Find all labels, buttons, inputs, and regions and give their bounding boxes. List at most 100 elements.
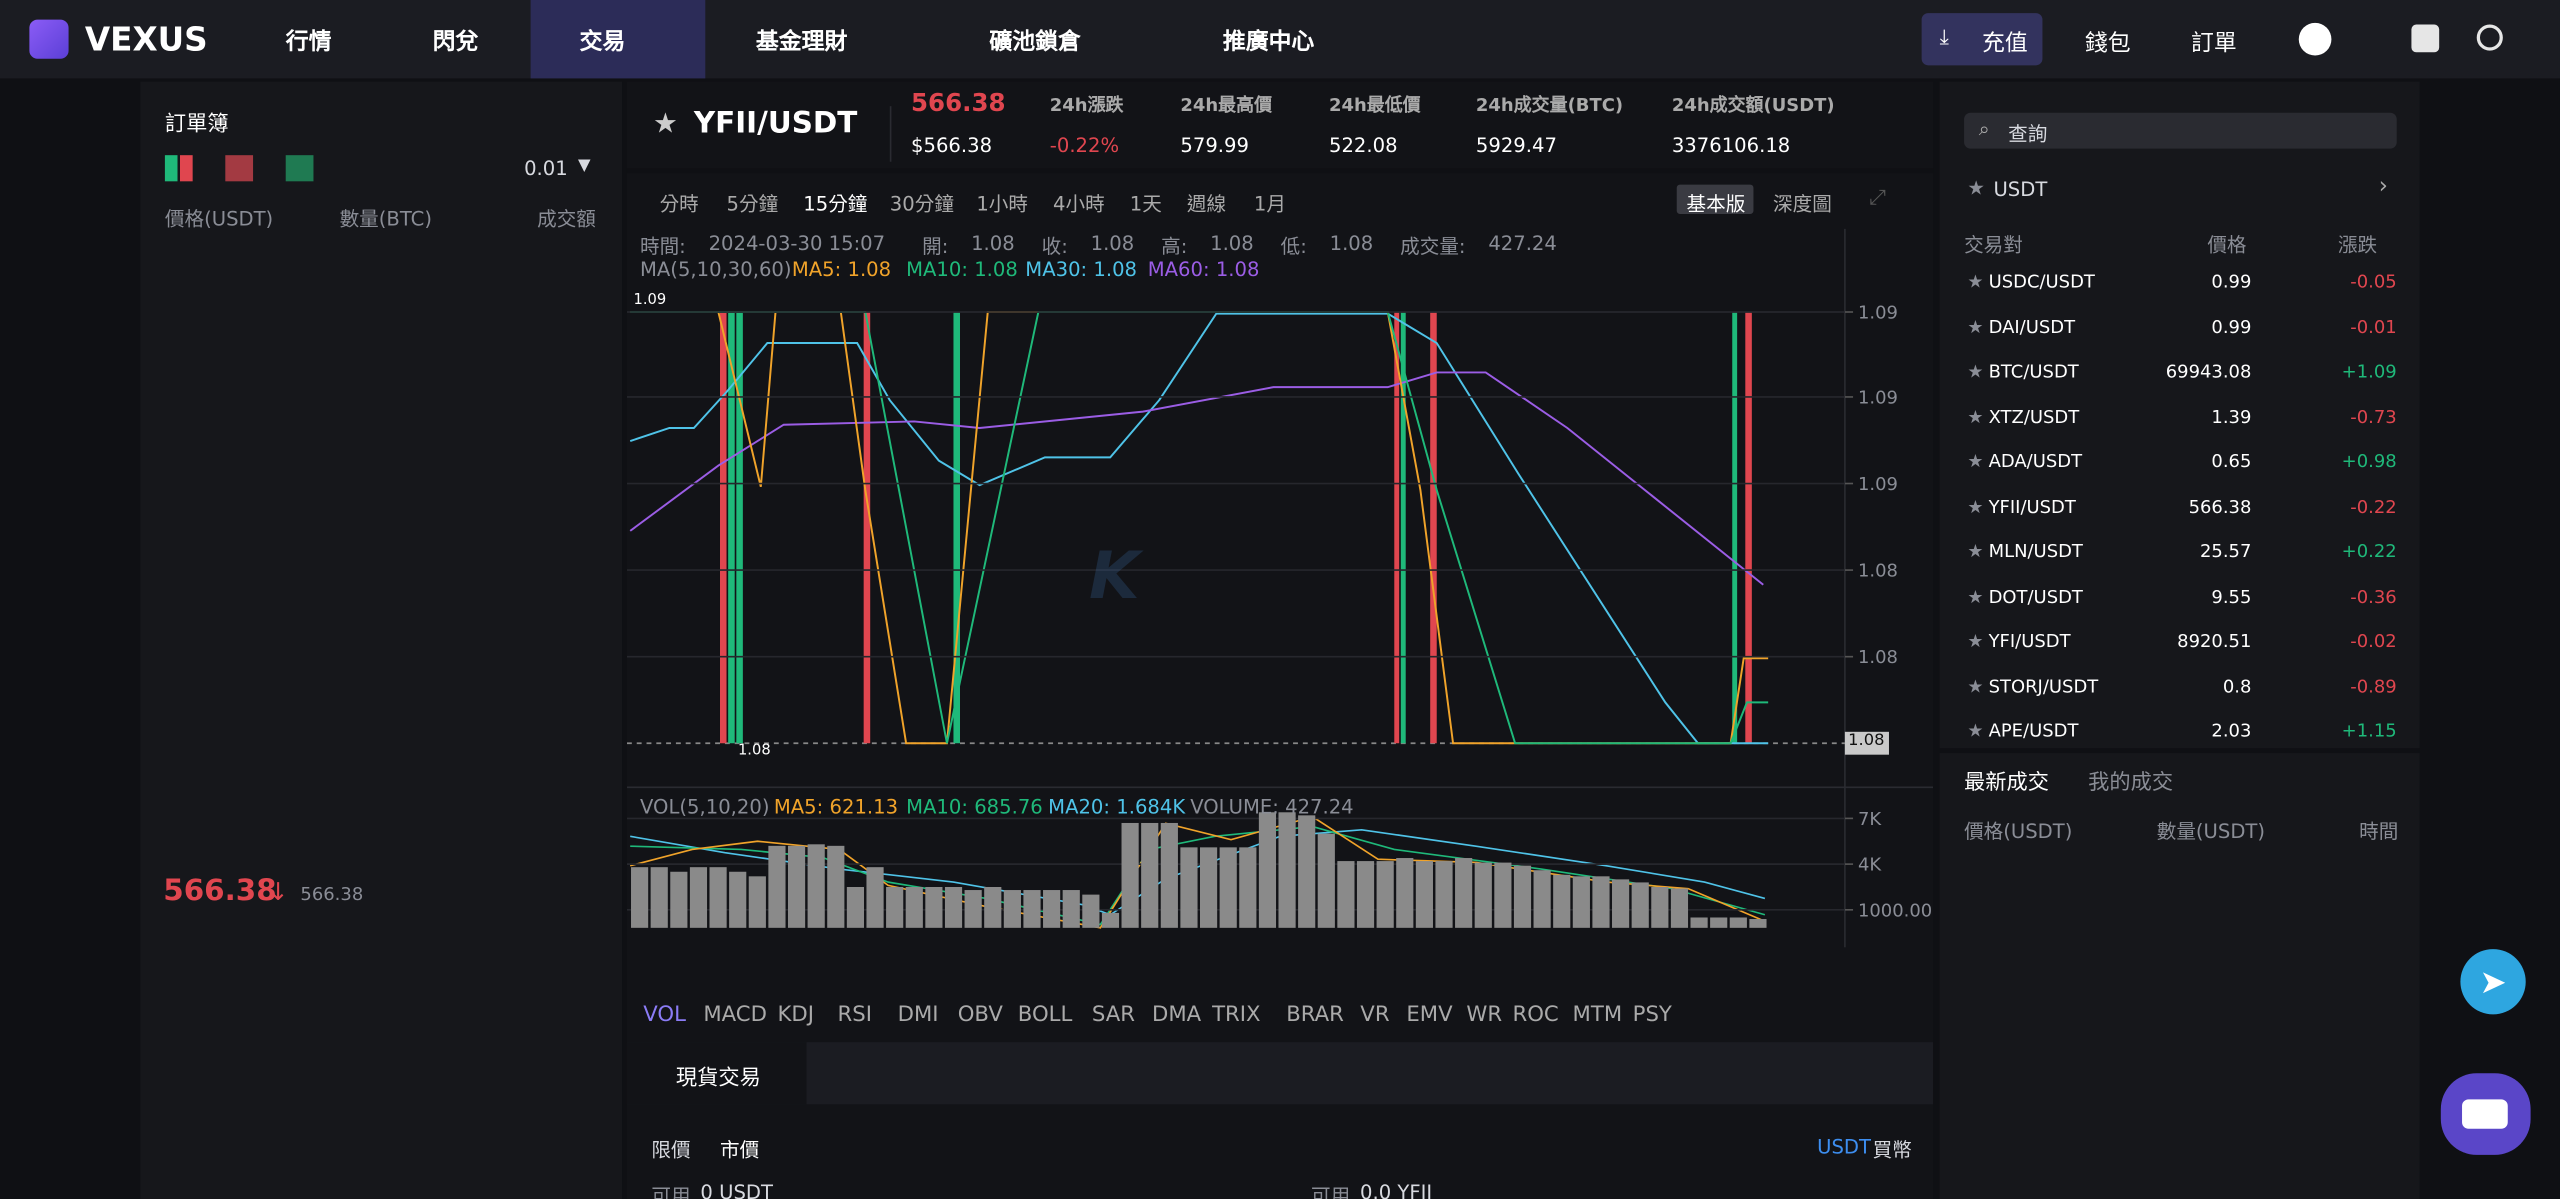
fullscreen-icon[interactable]: ⤢	[1869, 186, 1887, 211]
telegram-button[interactable]: ➤	[2460, 949, 2526, 1015]
ob-mode-both[interactable]	[164, 155, 193, 182]
interval[interactable]: 30分鐘	[889, 192, 954, 216]
market-header[interactable]: 漲跌	[2337, 233, 2378, 257]
deposit-button[interactable]	[1921, 13, 2043, 66]
market-pair[interactable]: STORJ/USDT	[1988, 675, 2099, 697]
nav-item[interactable]: 行情	[285, 29, 332, 56]
indicator-tab[interactable]: MTM	[1572, 1002, 1623, 1028]
interval[interactable]: 1月	[1253, 192, 1286, 216]
market-pair[interactable]: APE/USDT	[1988, 720, 2079, 739]
ob-precision[interactable]: 0.01	[524, 156, 568, 180]
indicator-tab[interactable]: MACD	[703, 1002, 767, 1028]
ob-header: 價格(USDT)	[164, 207, 274, 231]
indicator-tab[interactable]: DMA	[1151, 1002, 1202, 1028]
interval[interactable]: 15分鐘	[803, 192, 868, 216]
market-pair[interactable]: USDC/USDT	[1988, 271, 2095, 293]
high-mark: 1.09	[633, 292, 667, 309]
ob-mode-sell[interactable]	[225, 155, 254, 182]
indicator-tab[interactable]: OBV	[957, 1002, 1003, 1028]
star[interactable]: ★	[1967, 450, 1984, 473]
volume-bar	[1258, 812, 1277, 928]
star[interactable]: ★	[1967, 585, 1984, 607]
search-placeholder[interactable]: 查詢	[2008, 122, 2048, 146]
deposit[interactable]: 充值	[1982, 31, 2028, 58]
volume-bar	[729, 871, 747, 928]
volume-bar	[1396, 858, 1414, 928]
wallet-menu[interactable]: 錢包	[2084, 31, 2131, 58]
trade-tab-active	[626, 1042, 807, 1105]
market-price: 2.03	[2211, 720, 2252, 739]
nav-item[interactable]: 礦池鎖倉	[989, 29, 1081, 56]
indicator-tab[interactable]: BRAR	[1286, 1002, 1344, 1028]
market-pair[interactable]: MLN/USDT	[1988, 540, 2083, 562]
trades-tab[interactable]: 最新成交	[1964, 771, 2050, 796]
avatar[interactable]	[2298, 22, 2332, 56]
market-pair[interactable]: DOT/USDT	[1988, 585, 2083, 607]
market-pair[interactable]: ADA/USDT	[1988, 450, 2083, 473]
indicator-tab[interactable]: WR	[1466, 1002, 1503, 1028]
action[interactable]: 買幣	[1872, 1138, 1912, 1162]
trades-tab[interactable]: 我的成交	[2088, 771, 2174, 796]
market-pair[interactable]: YFI/USDT	[1988, 630, 2071, 652]
language-icon[interactable]	[2476, 24, 2503, 51]
candle	[1430, 312, 1437, 744]
interval[interactable]: 週線	[1186, 192, 1227, 216]
nav-item[interactable]: 基金理財	[755, 29, 848, 56]
quote-tab[interactable]: USDT	[1993, 178, 2048, 201]
indicator-tab[interactable]: EMV	[1406, 1002, 1453, 1028]
star[interactable]: ★	[1967, 495, 1984, 518]
interval[interactable]: 5分鐘	[726, 192, 779, 216]
view-tab[interactable]: 基本版	[1686, 192, 1746, 216]
indicator-tab[interactable]: DMI	[897, 1002, 939, 1028]
volume-bar	[650, 867, 668, 928]
market-pair[interactable]: BTC/USDT	[1988, 361, 2079, 383]
nav-item[interactable]: 閃兌	[432, 29, 479, 56]
indicator-tab[interactable]: SAR	[1091, 1002, 1136, 1028]
indicator-tab[interactable]: PSY	[1632, 1002, 1672, 1028]
indicator-tab[interactable]: VR	[1360, 1002, 1390, 1028]
order-type[interactable]: 限價	[651, 1138, 691, 1162]
market-header[interactable]: 價格	[2207, 233, 2247, 257]
stat-label: 24h最高價	[1180, 94, 1273, 116]
market-header[interactable]: 交易對	[1964, 233, 2023, 257]
order-type[interactable]: 市價	[719, 1138, 760, 1162]
interval[interactable]: 分時	[659, 192, 699, 216]
ob-mode-buy[interactable]	[285, 155, 314, 182]
volume-bar	[1062, 890, 1080, 928]
currency[interactable]: USDT	[1817, 1135, 1871, 1159]
star[interactable]: ★	[1967, 540, 1984, 562]
star[interactable]: ★	[1967, 316, 1984, 338]
download-icon[interactable]	[2411, 24, 2440, 53]
indicator-tab[interactable]: RSI	[837, 1002, 873, 1028]
favorite-star[interactable]: ★	[653, 107, 678, 141]
search-box[interactable]	[1964, 112, 2397, 149]
star[interactable]: ★	[1967, 720, 1984, 739]
time-tick-label: 13:21	[811, 946, 863, 947]
interval[interactable]: 4小時	[1053, 192, 1105, 216]
interval[interactable]: 1小時	[976, 192, 1028, 216]
price-tick-label: 1.09	[1858, 474, 1898, 495]
volume-bar	[1141, 822, 1159, 928]
indicator-tab[interactable]: TRIX	[1212, 1002, 1261, 1028]
nav-item[interactable]: 推廣中心	[1222, 29, 1315, 56]
interval[interactable]: 1天	[1129, 192, 1162, 216]
volume-bar	[1003, 890, 1021, 928]
star[interactable]: ★	[1967, 405, 1984, 428]
nav-item[interactable]: 交易	[579, 29, 626, 56]
chevron[interactable]: ›	[2378, 173, 2388, 200]
market-pair[interactable]: YFII/USDT	[1988, 495, 2076, 518]
star[interactable]: ★	[1967, 271, 1984, 293]
indicator-tab[interactable]: KDJ	[777, 1002, 814, 1028]
market-pair[interactable]: XTZ/USDT	[1988, 405, 2080, 428]
star[interactable]: ★	[1967, 361, 1984, 383]
star[interactable]: ★	[1967, 675, 1984, 697]
market-pair[interactable]: DAI/USDT	[1988, 316, 2076, 338]
star[interactable]: ★	[1967, 630, 1984, 652]
trade-tab[interactable]: 現貨交易	[675, 1066, 761, 1092]
indicator-tab[interactable]: ROC	[1512, 1002, 1559, 1028]
indicator-tab[interactable]: VOL	[643, 1002, 686, 1028]
view-tab[interactable]: 深度圖	[1773, 192, 1832, 216]
orders-menu[interactable]: 訂單	[2191, 31, 2237, 58]
indicator-tab[interactable]: BOLL	[1017, 1002, 1073, 1028]
